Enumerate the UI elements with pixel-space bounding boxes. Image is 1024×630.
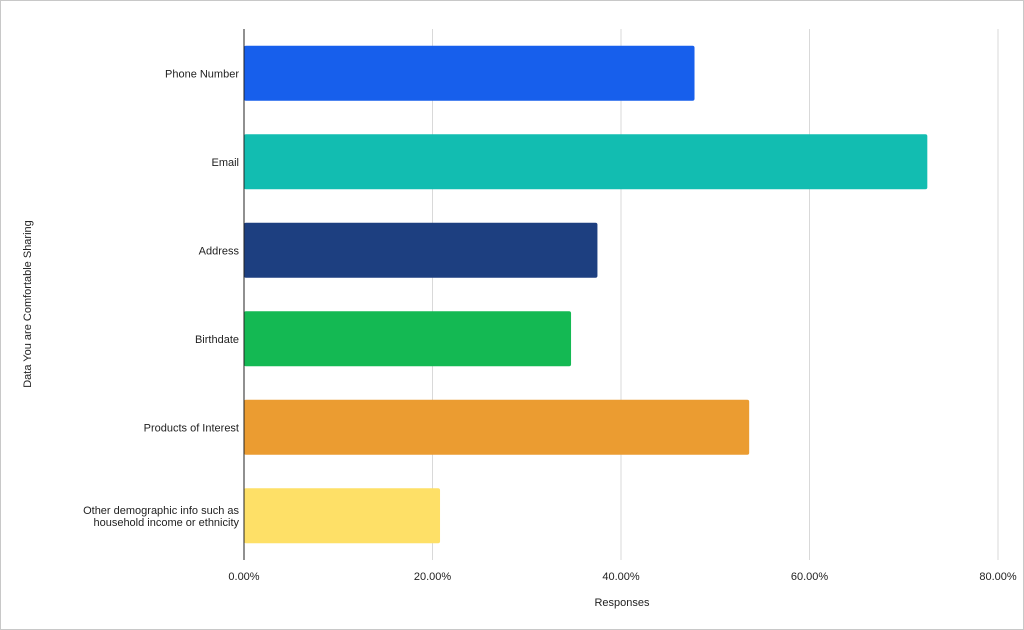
x-axis-title: Responses bbox=[594, 597, 650, 609]
category-label: Products of Interest bbox=[144, 422, 239, 434]
bars bbox=[244, 45, 928, 544]
x-tick-labels: 0.00% 20.00% 40.00% 60.00% 80.00% bbox=[228, 571, 1016, 583]
category-label: Email bbox=[211, 157, 239, 169]
x-tick-label: 20.00% bbox=[414, 571, 452, 583]
bar[interactable] bbox=[244, 311, 572, 367]
x-tick-label: 0.00% bbox=[228, 571, 259, 583]
x-tick-label: 60.00% bbox=[791, 571, 829, 583]
y-axis-title: Data You are Comfortable Sharing bbox=[22, 220, 34, 388]
gridlines bbox=[432, 29, 999, 560]
bar[interactable] bbox=[244, 399, 750, 455]
x-tick-label: 40.00% bbox=[602, 571, 640, 583]
category-label: Birthdate bbox=[195, 334, 239, 346]
bar[interactable] bbox=[244, 134, 928, 190]
bar[interactable] bbox=[244, 45, 695, 101]
bar[interactable] bbox=[244, 488, 441, 544]
category-labels: Phone Number Email Address Birthdate Product… bbox=[83, 68, 239, 529]
category-label: Other demographic info such as household … bbox=[83, 505, 239, 529]
category-label: Address bbox=[199, 245, 240, 257]
bar[interactable] bbox=[244, 222, 598, 278]
category-label: Phone Number bbox=[165, 68, 239, 80]
x-tick-label: 80.00% bbox=[979, 571, 1017, 583]
